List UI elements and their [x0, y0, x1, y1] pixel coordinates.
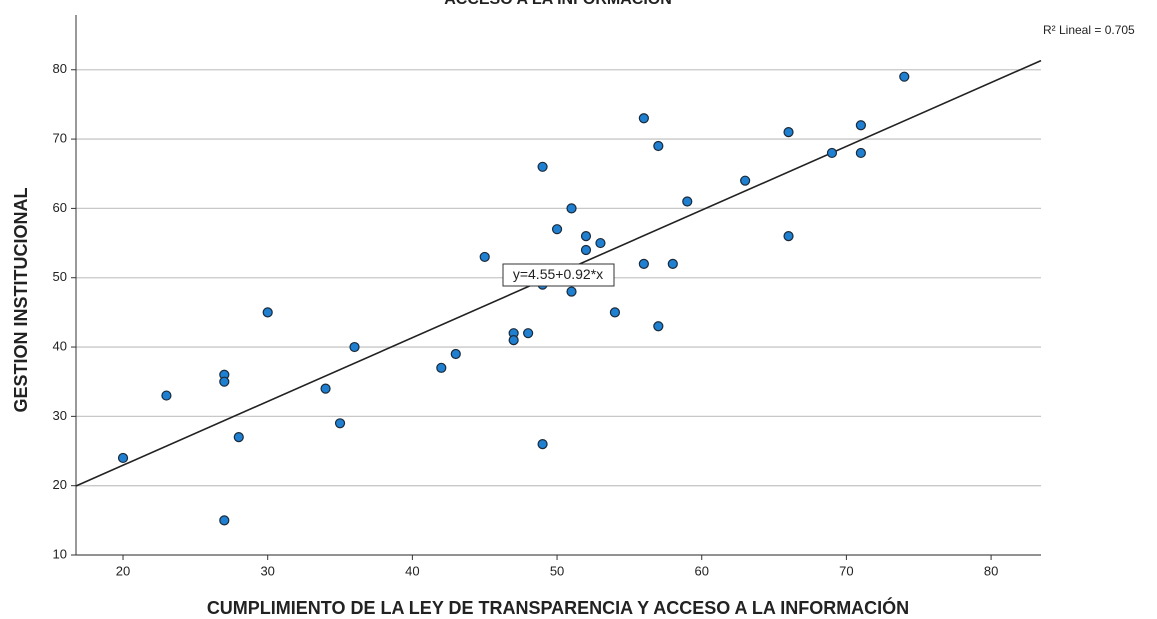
- point: [161, 390, 172, 401]
- point: [653, 321, 664, 332]
- y-tick-label: 50: [53, 269, 67, 284]
- x-tick-label: 30: [260, 563, 274, 578]
- point: [262, 307, 273, 318]
- point: [580, 231, 592, 242]
- chart-title: ACCESO A LA INFORMACIÓN: [444, 0, 672, 8]
- point: [826, 147, 838, 159]
- y-tick-label: 70: [53, 131, 67, 146]
- point: [653, 140, 664, 152]
- y-tick-label: 60: [53, 200, 67, 215]
- y-axis-label: GESTION INSTITUCIONAL: [11, 187, 31, 412]
- point: [551, 224, 563, 235]
- point: [523, 328, 534, 339]
- y-tick-label: 30: [53, 408, 67, 423]
- y-tick-label: 40: [53, 338, 67, 353]
- r2-label: R² Lineal = 0.705: [1043, 23, 1135, 37]
- point: [219, 515, 230, 526]
- point: [117, 452, 129, 464]
- point: [233, 432, 244, 443]
- y-tick-label: 20: [53, 477, 67, 492]
- point: [508, 335, 519, 346]
- x-axis-label: CUMPLIMIENTO DE LA LEY DE TRANSPARENCIA …: [207, 597, 909, 618]
- point: [595, 237, 606, 249]
- point: [899, 71, 910, 82]
- point: [349, 341, 360, 353]
- x-tick-label: 70: [839, 563, 853, 578]
- point: [682, 196, 693, 207]
- point: [783, 127, 794, 138]
- point: [320, 383, 331, 394]
- x-tick-label: 80: [984, 563, 998, 578]
- point: [855, 147, 866, 159]
- point: [219, 376, 230, 387]
- point: [450, 348, 461, 360]
- point: [580, 244, 592, 256]
- x-tick-label: 50: [550, 563, 564, 578]
- point: [479, 251, 490, 263]
- point: [566, 203, 577, 214]
- point: [638, 113, 649, 124]
- point: [667, 258, 678, 269]
- fit-label: y=4.55+0.92*x: [513, 266, 603, 282]
- x-tick-label: 60: [694, 563, 708, 578]
- x-tick-label: 40: [405, 563, 419, 578]
- point: [609, 307, 621, 318]
- x-tick-label: 20: [116, 563, 130, 578]
- point: [537, 161, 548, 172]
- y-tick-label: 10: [53, 546, 67, 561]
- point: [855, 120, 866, 131]
- point: [783, 231, 794, 242]
- point: [537, 438, 548, 450]
- point: [740, 175, 751, 186]
- point: [436, 362, 447, 373]
- point: [334, 418, 346, 429]
- fit-label-box: [502, 263, 615, 287]
- point: [638, 258, 649, 269]
- y-tick-label: 80: [53, 61, 67, 76]
- point: [566, 286, 577, 297]
